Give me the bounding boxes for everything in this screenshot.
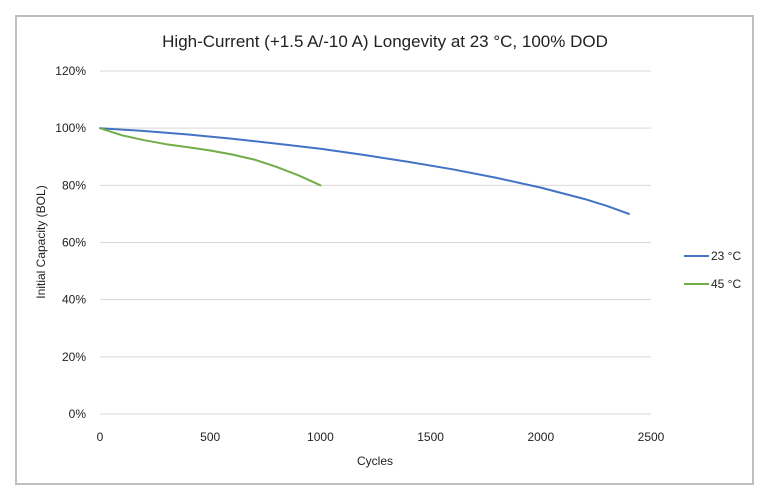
y-tick-label: 60% [62, 236, 86, 250]
x-tick-label: 2000 [527, 430, 554, 444]
x-axis-ticks: 0 500 1000 1500 2000 2500 [97, 430, 665, 444]
chart-title: High-Current (+1.5 A/-10 A) Longevity at… [162, 32, 608, 51]
x-tick-label: 500 [200, 430, 220, 444]
x-tick-label: 0 [97, 430, 104, 444]
y-axis-label: Initial Capacity (BOL) [34, 185, 48, 298]
y-tick-label: 20% [62, 350, 86, 364]
y-axis-ticks: 0% 20% 40% 60% 80% 100% 120% [55, 64, 86, 421]
legend-label: 45 °C [711, 277, 741, 291]
legend: 23 °C 45 °C [684, 249, 741, 291]
x-tick-label: 2500 [638, 430, 665, 444]
y-tick-label: 0% [69, 407, 87, 421]
series-line-2 [99, 127, 322, 187]
y-tick-label: 80% [62, 178, 86, 192]
gridlines [100, 70, 651, 358]
x-tick-label: 1500 [417, 430, 444, 444]
chart-frame [15, 15, 754, 485]
y-tick-label: 100% [55, 121, 86, 135]
y-tick-label: 120% [55, 64, 86, 78]
series-group [99, 127, 630, 215]
series-line-1 [99, 127, 630, 215]
y-tick-label: 40% [62, 293, 86, 307]
x-axis-label: Cycles [357, 454, 393, 468]
legend-label: 23 °C [711, 249, 741, 263]
x-tick-label: 1000 [307, 430, 334, 444]
